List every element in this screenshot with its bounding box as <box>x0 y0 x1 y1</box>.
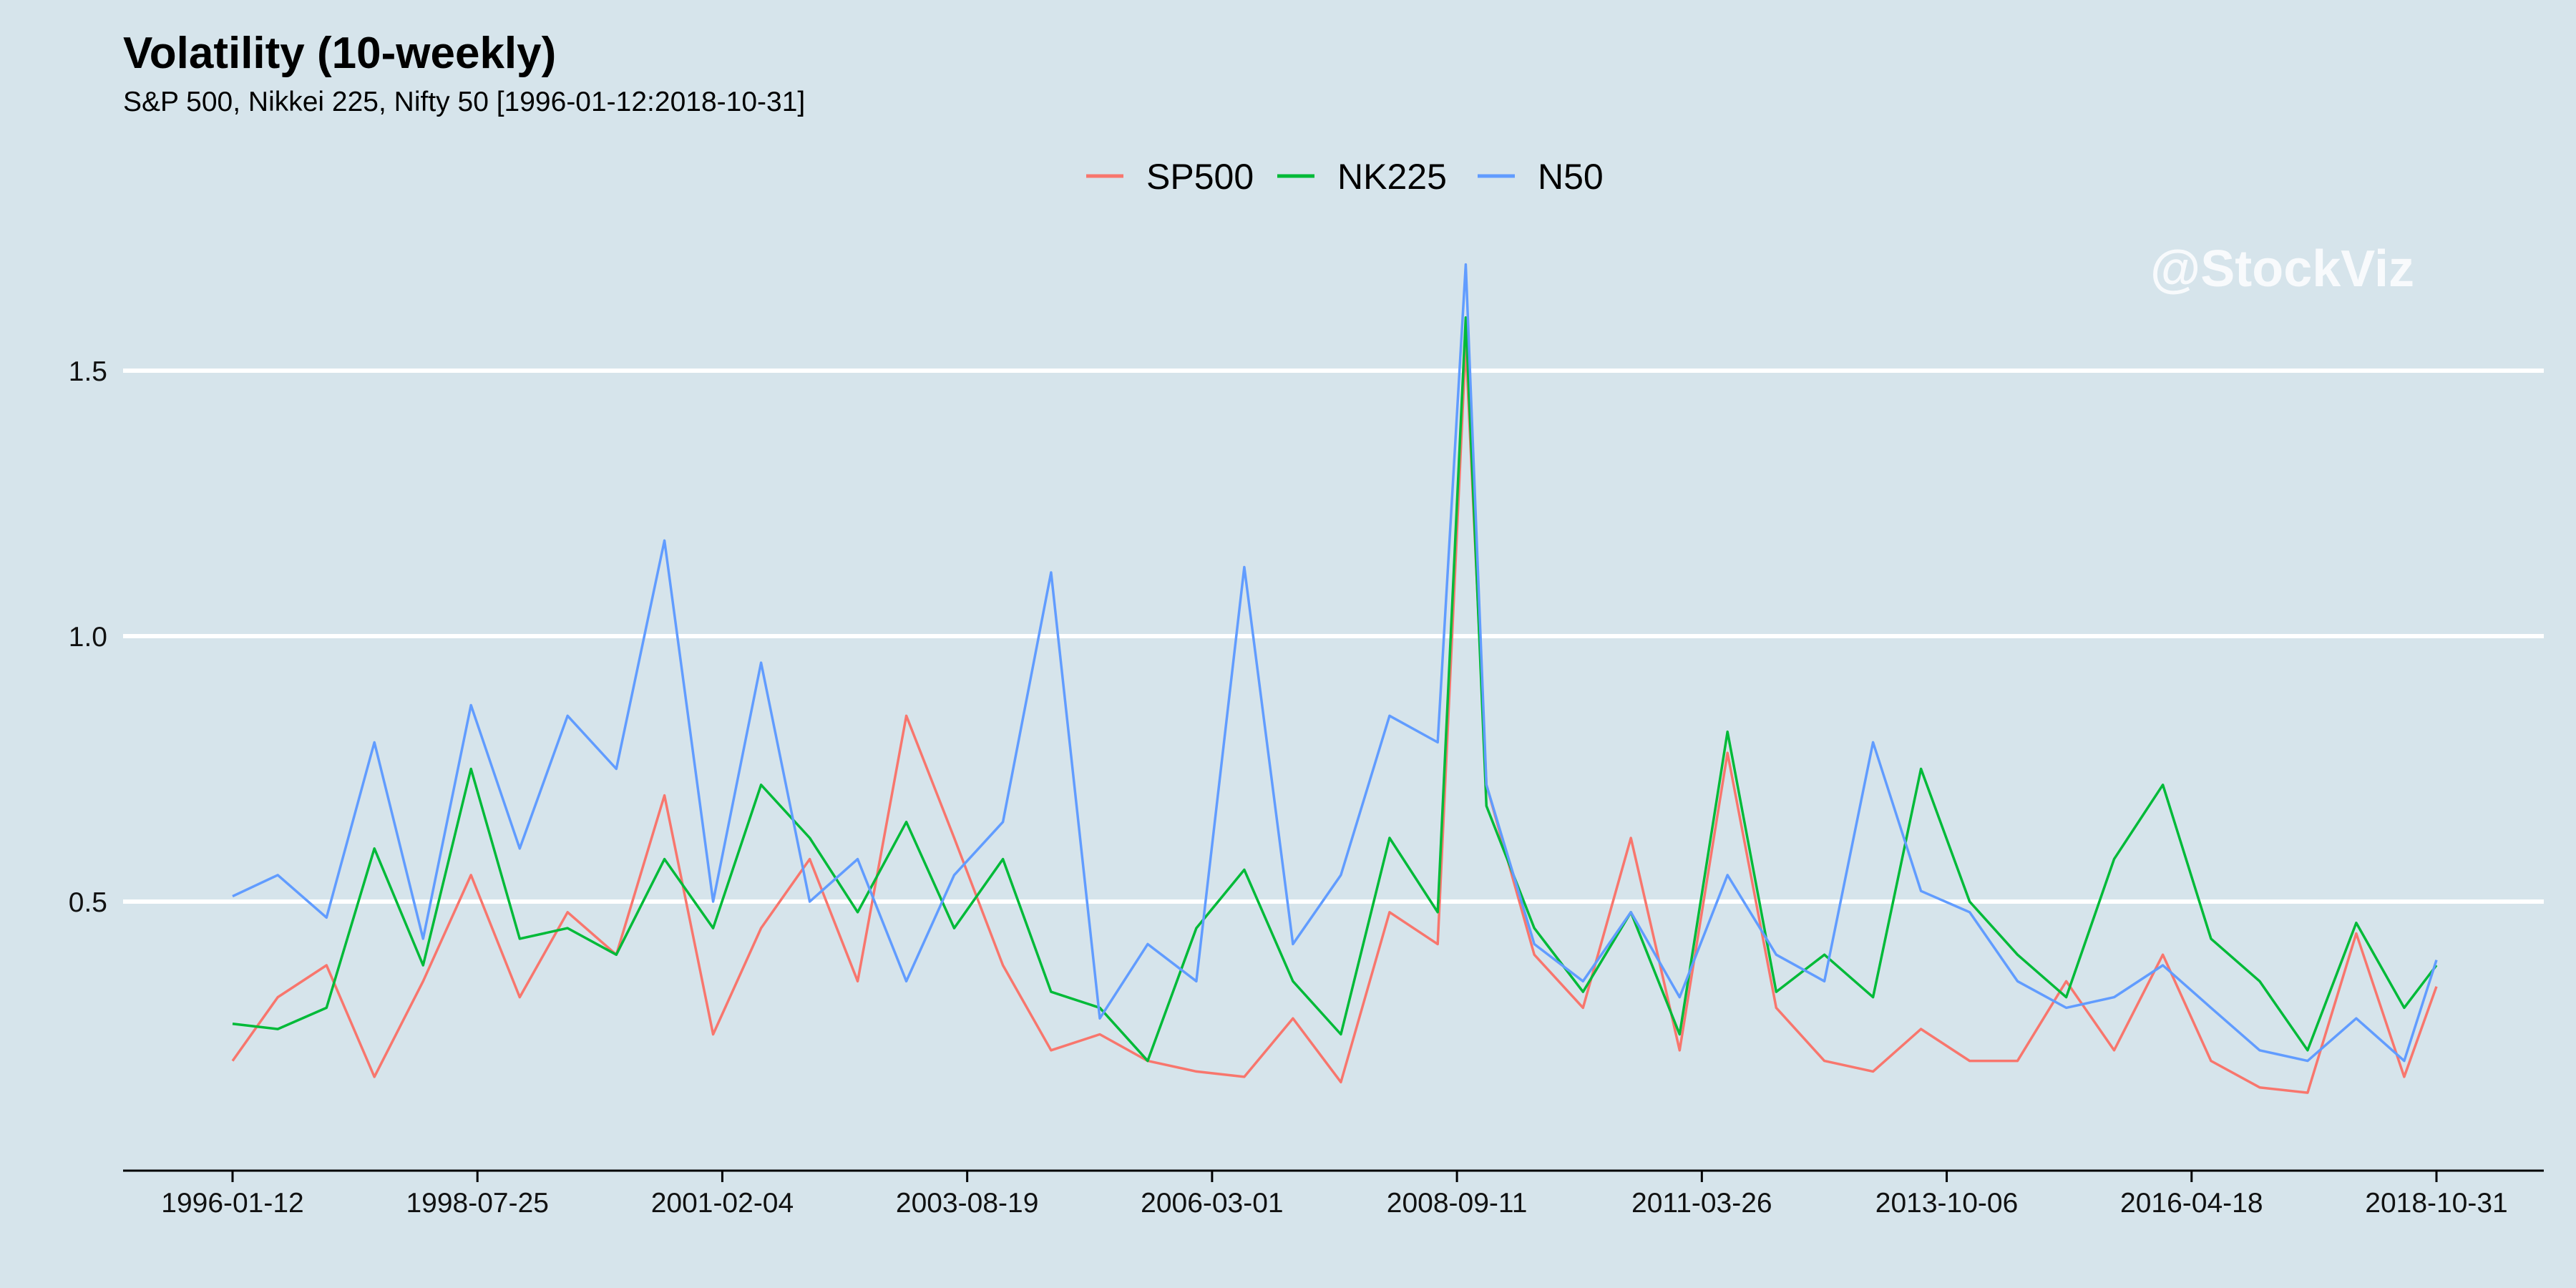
stockviz-watermark: @StockViz <box>2150 240 2414 298</box>
x-axis: 1996-01-12 1998-07-25 2001-02-04 2003-08-19… <box>123 1169 2544 1219</box>
y-tick-label: 1.5 <box>69 356 107 387</box>
x-tick-label: 2011-03-26 <box>1631 1188 1772 1219</box>
series-lines <box>231 263 2438 1094</box>
y-tick-label: 0.5 <box>69 887 107 918</box>
x-tick-label: 2018-10-31 <box>2365 1188 2508 1219</box>
series-line-sp500 <box>231 343 2438 1094</box>
legend-label-sp500: SP500 <box>1146 157 1254 197</box>
y-tick-label: 1.0 <box>69 622 107 653</box>
legend-label-nk225: NK225 <box>1337 157 1447 197</box>
x-tick-label: 2016-04-18 <box>2120 1188 2263 1219</box>
series-line-nk225 <box>232 316 2438 1063</box>
x-tick-label: 1996-01-12 <box>161 1188 304 1219</box>
y-axis: 0.5 1.0 1.5 <box>69 356 107 918</box>
x-tick-label: 2003-08-19 <box>896 1188 1039 1219</box>
x-tick-label: 2001-02-04 <box>651 1188 794 1219</box>
legend-label-n50: N50 <box>1538 157 1604 197</box>
x-tick-label: 2006-03-01 <box>1141 1188 1284 1219</box>
series-line-n50 <box>232 263 2438 1063</box>
x-tick-label: 1998-07-25 <box>406 1188 549 1219</box>
chart-title: Volatility (10-weekly) <box>123 29 556 78</box>
legend: SP500 NK225 N50 <box>1086 157 1604 197</box>
chart-subtitle: S&P 500, Nikkei 225, Nifty 50 [1996-01-1… <box>123 87 805 117</box>
x-tick-label: 2008-09-11 <box>1387 1188 1528 1219</box>
gridlines <box>123 369 2544 904</box>
x-tick-label: 2013-10-06 <box>1875 1188 2019 1219</box>
